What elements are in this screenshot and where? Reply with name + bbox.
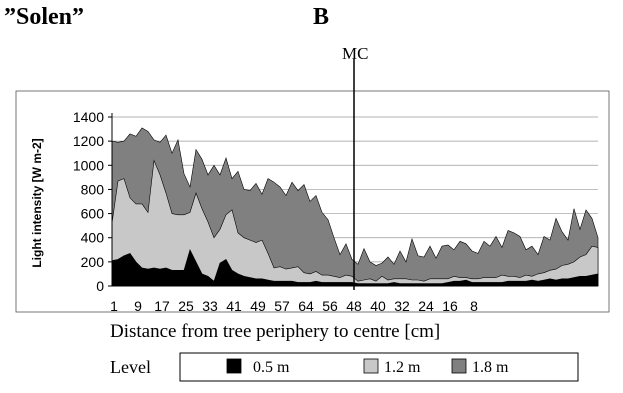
legend-label: 1.8 m xyxy=(472,359,509,376)
x-tick-label: 49 xyxy=(250,298,266,314)
series-area-1-2m xyxy=(111,159,599,287)
legend: 0.5 m 1.2 m 1.8 m xyxy=(226,358,509,376)
y-tick-label: 1200 xyxy=(73,133,104,149)
mc-annotation: MC xyxy=(342,44,368,63)
x-tick-label: 25 xyxy=(178,298,194,314)
x-tick-label: 1 xyxy=(110,298,118,314)
x-tick-label: 48 xyxy=(346,298,362,314)
axes xyxy=(111,113,598,287)
x-tick-label: 64 xyxy=(298,298,314,314)
y-tick-label: 400 xyxy=(81,230,105,246)
legend-label: 0.5 m xyxy=(253,359,290,376)
series-areas xyxy=(111,127,599,287)
figure-title: ”Solen” xyxy=(4,4,85,30)
y-tick-label: 200 xyxy=(81,254,105,270)
y-tick-label: 600 xyxy=(81,206,105,222)
legend-title: Level xyxy=(110,357,151,377)
panel-label: B xyxy=(313,4,330,30)
y-tick-label: 1000 xyxy=(73,157,104,173)
x-tick-label: 24 xyxy=(418,298,434,314)
legend-box xyxy=(179,352,579,382)
x-tick-label: 41 xyxy=(226,298,242,314)
x-tick-labels: 1 9 17 25 33 41 49 57 64 56 48 40 32 24 16 8 xyxy=(110,298,478,314)
series-area-0-5m xyxy=(111,248,599,287)
x-tick-label: 40 xyxy=(370,298,386,314)
legend-swatch xyxy=(226,358,242,374)
x-tick-label: 57 xyxy=(274,298,290,314)
legend-swatch xyxy=(363,358,379,374)
y-tick-label: 0 xyxy=(96,278,104,294)
x-tick-label: 33 xyxy=(202,298,218,314)
y-tick-label: 800 xyxy=(81,181,105,197)
y-tick-labels: 0 200 400 600 800 1000 1200 1400 xyxy=(73,109,112,294)
x-tick-label: 32 xyxy=(394,298,410,314)
x-tick-label: 16 xyxy=(442,298,458,314)
legend-label: 1.2 m xyxy=(384,359,421,376)
x-axis-label: Distance from tree periphery to centre [… xyxy=(110,321,440,342)
x-tick-label: 8 xyxy=(470,298,478,314)
x-tick-label: 56 xyxy=(322,298,338,314)
x-tick-label: 17 xyxy=(154,298,170,314)
y-tick-label: 1400 xyxy=(73,109,104,125)
legend-swatch xyxy=(451,358,467,374)
y-axis-label: Light intensity [W m-2] xyxy=(30,138,44,267)
chart-frame xyxy=(15,90,610,313)
x-tick-label: 9 xyxy=(134,298,142,314)
